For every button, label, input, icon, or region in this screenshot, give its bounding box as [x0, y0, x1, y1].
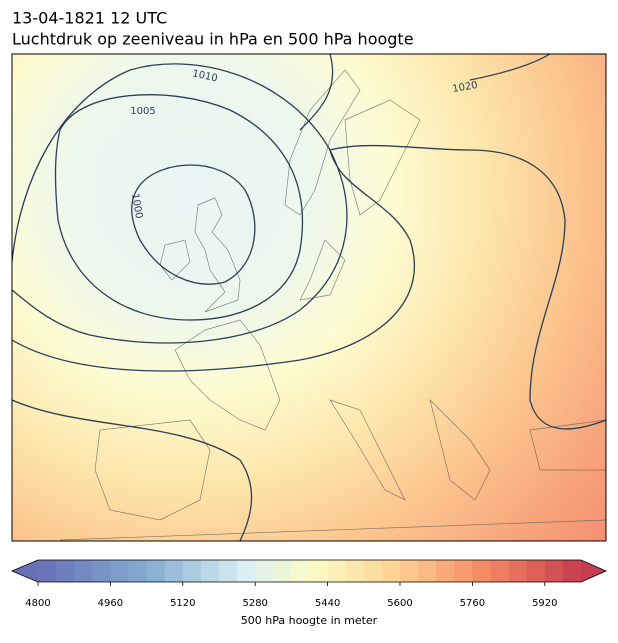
colorbar-segment [309, 560, 329, 582]
height-field [12, 54, 606, 541]
colorbar-tick-label: 5920 [532, 598, 557, 609]
colorbar-segment [400, 560, 419, 582]
colorbar-segment [128, 560, 148, 582]
colorbar-segment [363, 560, 383, 582]
colorbar-outline [10, 559, 607, 583]
map: 1010 1005 1000 1020 [12, 54, 606, 541]
colorbar-tick-label: 5120 [170, 598, 195, 609]
title: 13-04-1821 12 UTC [12, 9, 167, 28]
colorbar-segment [146, 560, 166, 582]
colorbar-segment [237, 560, 256, 582]
colorbar-tick-label: 5440 [315, 598, 340, 609]
colorbar-tick-label: 5760 [460, 598, 485, 609]
colorbar-segment [508, 560, 528, 582]
colorbar-extend-high [581, 560, 606, 582]
colorbar-segment [490, 560, 510, 582]
colorbar-segment [436, 560, 455, 582]
colorbar-segment [255, 560, 274, 582]
map-frame [11, 53, 607, 542]
colorbar-segment [454, 560, 473, 582]
colorbar-segment [38, 560, 57, 582]
colorbar-tick-label: 4800 [25, 598, 50, 609]
colorbar-tick-label: 5600 [387, 598, 412, 609]
colorbar-segment [182, 560, 202, 582]
colorbar-segment [544, 560, 564, 582]
colorbar-label: 500 hPa hoogte in meter [241, 614, 378, 627]
colorbar-segment [327, 560, 347, 582]
colorbar-segment [92, 560, 111, 582]
colorbar-segment [164, 560, 184, 582]
contour-label: 1010 [191, 68, 218, 84]
colorbar-segment [291, 560, 310, 582]
colorbar-segment [74, 560, 93, 582]
isobars [12, 54, 606, 541]
colorbar-segment [273, 560, 292, 582]
colorbar-segment [526, 560, 546, 582]
colorbar-segment [472, 560, 491, 582]
contour-label: 1020 [452, 80, 479, 95]
colorbar-segment [562, 560, 582, 582]
colorbar-segment [418, 560, 437, 582]
isobar-labels: 1010 1005 1000 1020 [129, 68, 479, 219]
colorbar-segment [219, 560, 238, 582]
colorbar-tick-label: 5280 [242, 598, 267, 609]
colorbar-tick-label: 4960 [98, 598, 123, 609]
colorbar-segment [200, 560, 220, 582]
colorbar-segment [56, 560, 75, 582]
contour-label: 1005 [130, 106, 155, 117]
subtitle: Luchtdruk op zeeniveau in hPa en 500 hPa… [12, 30, 414, 49]
colorbar-extend-low [12, 560, 38, 582]
coastlines [59, 69, 606, 541]
colorbar-segment [345, 560, 365, 582]
colorbar: 4800 4960 5120 5280 5440 5600 5760 5920 [10, 559, 607, 609]
colorbar-segment [381, 560, 401, 582]
contour-label: 1000 [129, 193, 144, 220]
colorbar-segment [110, 560, 129, 582]
